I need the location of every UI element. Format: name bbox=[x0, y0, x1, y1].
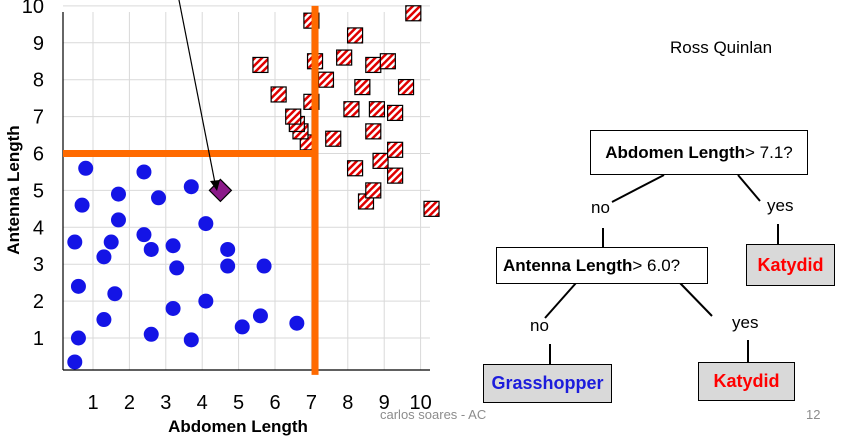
grasshopper-point bbox=[183, 179, 199, 195]
katydid-point bbox=[365, 56, 382, 74]
grasshopper-point bbox=[252, 308, 268, 324]
grasshopper-point bbox=[67, 234, 83, 250]
author-name: Ross Quinlan bbox=[670, 38, 773, 57]
grasshopper-point bbox=[143, 241, 159, 257]
grasshopper-point bbox=[183, 332, 199, 348]
y-axis-label: Antenna Length bbox=[4, 125, 23, 254]
root-test: > 7.1? bbox=[745, 142, 793, 162]
y-tick-label: 2 bbox=[33, 291, 44, 313]
y-tick-label: 4 bbox=[33, 217, 44, 239]
x-tick-label: 6 bbox=[269, 392, 280, 414]
katydid-point bbox=[387, 141, 404, 158]
grasshopper-point bbox=[103, 234, 119, 250]
y-tick-label: 7 bbox=[33, 107, 44, 129]
grasshopper-point bbox=[143, 326, 159, 342]
x-axis-label: Abdomen Length bbox=[168, 417, 308, 436]
x-tick-label: 10 bbox=[409, 392, 431, 414]
katydid-point bbox=[346, 160, 364, 177]
grasshopper-point bbox=[165, 238, 181, 254]
leaf-katydid: Katydid bbox=[698, 362, 795, 401]
katydid-point bbox=[354, 78, 371, 96]
grasshopper-point bbox=[220, 241, 236, 257]
x-tick-label: 9 bbox=[379, 392, 390, 414]
x-tick-labels: 1 2 3 4 5 6 7 8 9 10 bbox=[87, 392, 431, 414]
katydid-point bbox=[397, 78, 415, 96]
y-tick-label: 6 bbox=[33, 144, 44, 166]
grasshopper-point bbox=[220, 258, 236, 274]
x-tick-label: 3 bbox=[160, 392, 171, 414]
katydid-point bbox=[423, 200, 440, 217]
grasshopper-point bbox=[234, 319, 250, 335]
grasshopper-point bbox=[151, 190, 167, 206]
grasshopper-point bbox=[74, 197, 90, 213]
x-tick-label: 7 bbox=[306, 392, 317, 414]
tree-connectors bbox=[544, 174, 779, 364]
grasshopper-point bbox=[136, 164, 152, 180]
grasshopper-point bbox=[198, 293, 214, 309]
katydid-point bbox=[336, 49, 353, 66]
katydid-point bbox=[285, 108, 302, 125]
grasshopper-point bbox=[169, 260, 185, 276]
edge-label-no: no bbox=[530, 316, 549, 335]
grasshopper-point bbox=[78, 160, 94, 176]
katydid-point bbox=[387, 167, 404, 184]
grasshopper-point bbox=[289, 315, 305, 331]
y-tick-labels: 1 2 3 4 5 6 7 8 9 10 bbox=[22, 0, 44, 350]
y-tick-label: 8 bbox=[33, 70, 44, 92]
grasshopper-point bbox=[198, 216, 214, 232]
annotation-arrow bbox=[178, 0, 216, 184]
katydid-point bbox=[372, 152, 389, 169]
edge-label-yes: yes bbox=[767, 196, 794, 215]
grasshopper-point bbox=[107, 286, 123, 302]
split-lines bbox=[63, 5, 319, 375]
katydid-point bbox=[343, 101, 360, 118]
antenna-test: > 6.0? bbox=[632, 255, 681, 275]
root-feature: Abdomen Length bbox=[605, 142, 745, 162]
y-tick-label: 1 bbox=[33, 328, 44, 350]
annotation-arrowhead bbox=[210, 180, 220, 191]
footer-credit: carlos soares - AC bbox=[380, 407, 487, 422]
katydid-point bbox=[252, 56, 269, 74]
katydid-point bbox=[346, 27, 364, 44]
katydid-point bbox=[325, 130, 342, 147]
edge-label-no: no bbox=[591, 198, 610, 217]
x-tick-label: 2 bbox=[124, 392, 135, 414]
grasshopper-point bbox=[70, 330, 86, 346]
grasshopper-point bbox=[70, 278, 86, 294]
katydid-point bbox=[368, 101, 386, 118]
tree-antenna-node: Antenna Length > 6.0? bbox=[496, 247, 708, 284]
y-tick-label: 9 bbox=[33, 33, 44, 55]
antenna-feature: Antenna Length bbox=[503, 255, 633, 275]
grasshopper-point bbox=[165, 300, 181, 316]
grasshopper-point bbox=[110, 186, 126, 202]
page-number: 12 bbox=[806, 407, 821, 422]
katydid-point bbox=[379, 53, 396, 70]
grasshopper-point bbox=[67, 354, 83, 370]
x-tick-label: 4 bbox=[197, 392, 208, 414]
grasshopper-point bbox=[96, 312, 112, 328]
chart-axes bbox=[62, 12, 430, 371]
x-tick-label: 1 bbox=[87, 392, 98, 414]
leaf-katydid: Katydid bbox=[746, 244, 835, 286]
katydid-point bbox=[317, 71, 335, 88]
grasshopper-point bbox=[110, 212, 126, 228]
tree-root-node: Abdomen Length > 7.1? bbox=[590, 130, 808, 175]
edge-label-yes: yes bbox=[732, 313, 759, 332]
grasshopper-point bbox=[136, 227, 152, 243]
katydid-point bbox=[387, 104, 404, 122]
katydid-point bbox=[365, 182, 382, 199]
katydid-point bbox=[270, 86, 287, 103]
katydid-point bbox=[365, 123, 382, 140]
data-points bbox=[67, 5, 440, 370]
grasshopper-point bbox=[256, 258, 272, 274]
leaf-grasshopper: Grasshopper bbox=[483, 364, 612, 403]
katydid-point bbox=[405, 5, 422, 22]
y-tick-label: 3 bbox=[33, 254, 44, 276]
x-tick-label: 8 bbox=[342, 392, 353, 414]
y-tick-label: 5 bbox=[33, 180, 44, 202]
grasshopper-point bbox=[96, 249, 112, 265]
x-tick-label: 5 bbox=[233, 392, 244, 414]
y-tick-label: 10 bbox=[22, 0, 44, 18]
